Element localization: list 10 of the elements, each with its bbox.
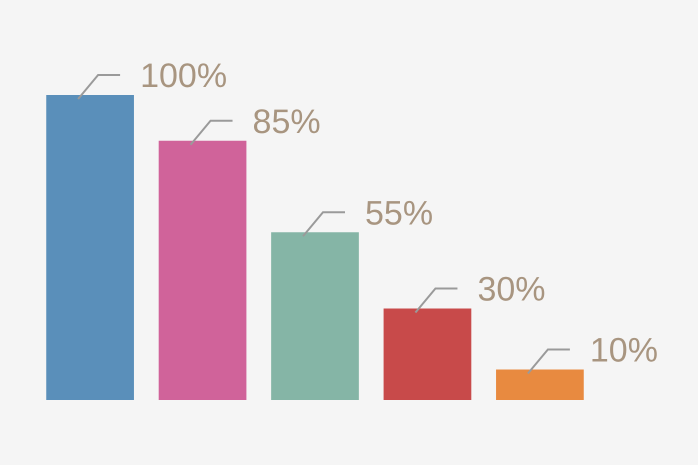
- data-label: 85%: [252, 102, 321, 141]
- data-label: 10%: [590, 332, 658, 370]
- data-label: 55%: [365, 194, 434, 232]
- bar: [158, 140, 246, 400]
- bar: [496, 370, 584, 400]
- data-label: 100%: [140, 57, 228, 95]
- bar: [271, 232, 359, 400]
- data-label: 30%: [477, 270, 546, 308]
- bar: [384, 308, 472, 400]
- bar: [46, 95, 134, 400]
